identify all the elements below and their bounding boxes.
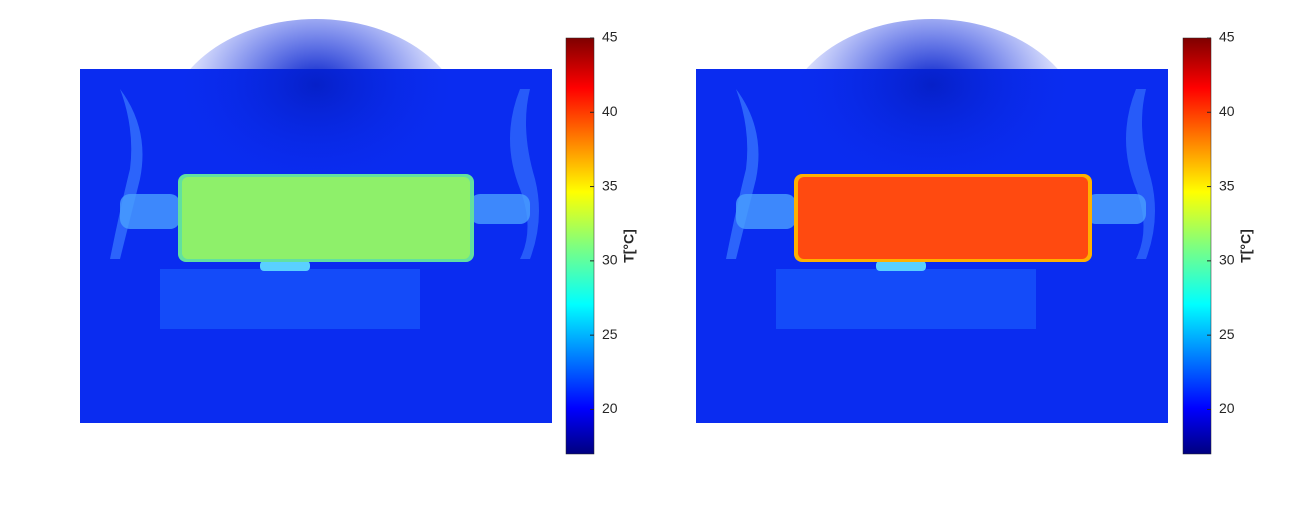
thermal-image bbox=[80, 19, 552, 423]
tick-label: 30 bbox=[602, 252, 618, 268]
tick-label: 40 bbox=[1219, 103, 1235, 119]
tick-label: 35 bbox=[602, 177, 618, 193]
colorbar-label: T[°C] bbox=[1238, 229, 1254, 263]
tick-label: 20 bbox=[602, 400, 618, 416]
tick-label: 35 bbox=[1219, 177, 1235, 193]
thermal-image bbox=[696, 19, 1168, 423]
colorbar-label: T[°C] bbox=[621, 229, 637, 263]
tick-label: 30 bbox=[1219, 252, 1235, 268]
tick-label: 45 bbox=[602, 29, 618, 45]
tick-label: 25 bbox=[602, 326, 618, 342]
tick-label: 40 bbox=[602, 103, 618, 119]
tick-label: 20 bbox=[1219, 400, 1235, 416]
tick-label: 45 bbox=[1219, 29, 1235, 45]
colorbar bbox=[565, 37, 595, 455]
tick-label: 25 bbox=[1219, 326, 1235, 342]
colorbar bbox=[1182, 37, 1212, 455]
